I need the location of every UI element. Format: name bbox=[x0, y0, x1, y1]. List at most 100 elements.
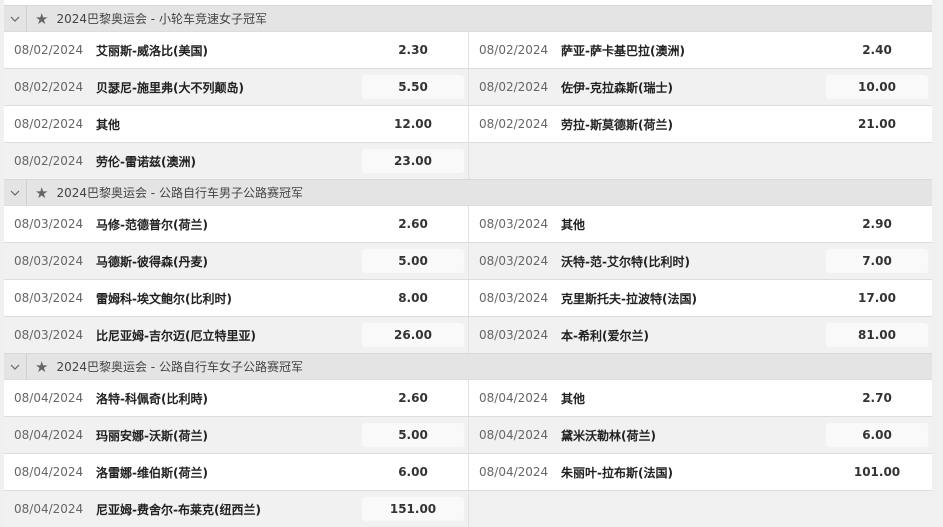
market-title: 2024巴黎奥运会 - 公路自行车女子公路赛冠军 bbox=[56, 360, 303, 374]
selection-name: 朱丽叶-拉布斯(法国) bbox=[561, 465, 673, 480]
selection-name: 马德斯-彼得森(丹麦) bbox=[96, 254, 208, 269]
selection-name: 贝瑟尼-施里弗(大不列颠岛) bbox=[96, 80, 244, 95]
odds-button[interactable]: 10.00 bbox=[826, 75, 928, 99]
table-row: 08/02/2024 艾丽斯-威洛比(美国) 2.30 08/02/2024 萨亚-萨卡… bbox=[4, 31, 932, 68]
event-date: 08/02/2024 bbox=[479, 117, 549, 131]
selection-name: 尼亚姆-费舍尔-布莱克(纽西兰) bbox=[96, 502, 261, 517]
table-row: 08/04/2024 洛雷娜-维伯斯(荷兰) 6.00 08/04/2024 朱丽叶-拉… bbox=[4, 453, 932, 490]
event-date: 08/02/2024 bbox=[14, 80, 84, 94]
selection-cell: 08/03/2024 本-希利(爱尔兰) 81.00 bbox=[468, 317, 932, 353]
odds-button[interactable]: 2.30 bbox=[398, 43, 428, 57]
table-row: 08/04/2024 尼亚姆-费舍尔-布莱克(纽西兰) 151.00 bbox=[4, 490, 932, 527]
selection-cell: 08/03/2024 克里斯托夫-拉波特(法国) 17.00 bbox=[468, 280, 932, 316]
chevron-down-icon[interactable] bbox=[4, 5, 27, 32]
odds-button[interactable]: 5.50 bbox=[362, 75, 464, 99]
selection-name: 雷姆科-埃文鲍尔(比利时) bbox=[96, 291, 232, 306]
odds-button[interactable]: 6.00 bbox=[398, 465, 428, 479]
odds-button[interactable]: 2.40 bbox=[862, 43, 892, 57]
event-date: 08/02/2024 bbox=[479, 43, 549, 57]
event-date: 08/04/2024 bbox=[479, 391, 549, 405]
market-title: 2024巴黎奥运会 - 公路自行车男子公路赛冠军 bbox=[56, 186, 303, 200]
selection-cell: 08/04/2024 尼亚姆-费舍尔-布莱克(纽西兰) 151.00 bbox=[4, 491, 468, 527]
event-date: 08/02/2024 bbox=[14, 154, 84, 168]
odds-button[interactable]: 7.00 bbox=[826, 249, 928, 273]
selection-name: 其他 bbox=[561, 391, 586, 406]
odds-button[interactable]: 2.90 bbox=[862, 217, 892, 231]
event-date: 08/04/2024 bbox=[479, 465, 549, 479]
odds-button[interactable]: 12.00 bbox=[394, 117, 432, 131]
chevron-down-icon[interactable] bbox=[4, 179, 27, 206]
odds-button[interactable]: 151.00 bbox=[362, 497, 464, 521]
selection-name: 其他 bbox=[561, 217, 586, 232]
star-icon[interactable]: ★ bbox=[35, 183, 49, 202]
event-date: 08/04/2024 bbox=[14, 391, 84, 405]
table-row: 08/04/2024 玛丽安娜-沃斯(荷兰) 5.00 08/04/2024 黛米沃勒林… bbox=[4, 416, 932, 453]
table-row: 08/02/2024 劳伦-雷诺兹(澳洲) 23.00 bbox=[4, 142, 932, 179]
market-header[interactable]: ★ 2024巴黎奥运会 - 公路自行车男子公路赛冠军 bbox=[4, 179, 932, 206]
selection-cell: 08/03/2024 沃特-范-艾尔特(比利时) 7.00 bbox=[468, 243, 932, 279]
selection-cell: 08/02/2024 佐伊-克拉森斯(瑞士) 10.00 bbox=[468, 69, 932, 105]
selection-name: 比尼亚姆-吉尔迈(厄立特里亚) bbox=[96, 328, 256, 343]
selection-cell: 08/03/2024 马修-范德普尔(荷兰) 2.60 bbox=[4, 206, 468, 242]
event-date: 08/03/2024 bbox=[479, 328, 549, 342]
event-date: 08/03/2024 bbox=[479, 217, 549, 231]
event-date: 08/04/2024 bbox=[14, 428, 84, 442]
odds-button[interactable]: 17.00 bbox=[858, 291, 896, 305]
star-icon[interactable]: ★ bbox=[35, 9, 49, 28]
star-icon[interactable]: ★ bbox=[35, 357, 49, 376]
selection-cell: 08/02/2024 劳伦-雷诺兹(澳洲) 23.00 bbox=[4, 143, 468, 179]
event-date: 08/03/2024 bbox=[14, 291, 84, 305]
empty-cell bbox=[468, 143, 932, 179]
selection-name: 艾丽斯-威洛比(美国) bbox=[96, 43, 208, 58]
selection-name: 劳拉-斯莫德斯(荷兰) bbox=[561, 117, 673, 132]
odds-button[interactable]: 8.00 bbox=[398, 291, 428, 305]
selection-name: 克里斯托夫-拉波特(法国) bbox=[561, 291, 697, 306]
top-strip bbox=[4, 0, 932, 5]
selection-name: 黛米沃勒林(荷兰) bbox=[561, 428, 656, 443]
selection-name: 其他 bbox=[96, 117, 121, 132]
odds-button[interactable]: 26.00 bbox=[362, 323, 464, 347]
odds-button[interactable]: 81.00 bbox=[826, 323, 928, 347]
odds-button[interactable]: 5.00 bbox=[362, 249, 464, 273]
odds-button[interactable]: 21.00 bbox=[858, 117, 896, 131]
odds-button[interactable]: 6.00 bbox=[826, 423, 928, 447]
selection-cell: 08/04/2024 其他 2.70 bbox=[468, 380, 932, 416]
selection-name: 洛特-科佩奇(比利時) bbox=[96, 391, 208, 406]
event-date: 08/02/2024 bbox=[479, 80, 549, 94]
event-date: 08/03/2024 bbox=[14, 328, 84, 342]
odds-button[interactable]: 5.00 bbox=[362, 423, 464, 447]
selection-cell: 08/03/2024 雷姆科-埃文鲍尔(比利时) 8.00 bbox=[4, 280, 468, 316]
table-row: 08/03/2024 雷姆科-埃文鲍尔(比利时) 8.00 08/03/2024 克里斯… bbox=[4, 279, 932, 316]
event-date: 08/04/2024 bbox=[479, 428, 549, 442]
selection-name: 佐伊-克拉森斯(瑞士) bbox=[561, 80, 673, 95]
selection-cell: 08/03/2024 比尼亚姆-吉尔迈(厄立特里亚) 26.00 bbox=[4, 317, 468, 353]
odds-button[interactable]: 2.60 bbox=[398, 391, 428, 405]
selection-name: 萨亚-萨卡基巴拉(澳洲) bbox=[561, 43, 685, 58]
event-date: 08/03/2024 bbox=[479, 291, 549, 305]
selection-cell: 08/04/2024 洛特-科佩奇(比利時) 2.60 bbox=[4, 380, 468, 416]
market-header[interactable]: ★ 2024巴黎奥运会 - 小轮车竞速女子冠军 bbox=[4, 5, 932, 32]
event-date: 08/04/2024 bbox=[14, 502, 84, 516]
selection-name: 玛丽安娜-沃斯(荷兰) bbox=[96, 428, 208, 443]
event-date: 08/03/2024 bbox=[14, 217, 84, 231]
table-row: 08/03/2024 马德斯-彼得森(丹麦) 5.00 08/03/2024 沃特-范-… bbox=[4, 242, 932, 279]
table-row: 08/03/2024 马修-范德普尔(荷兰) 2.60 08/03/2024 其他 2.9… bbox=[4, 205, 932, 242]
odds-button[interactable]: 101.00 bbox=[853, 465, 901, 479]
selection-cell: 08/02/2024 萨亚-萨卡基巴拉(澳洲) 2.40 bbox=[468, 32, 932, 68]
odds-button[interactable]: 23.00 bbox=[362, 149, 464, 173]
selection-cell: 08/03/2024 其他 2.90 bbox=[468, 206, 932, 242]
selection-cell: 08/04/2024 朱丽叶-拉布斯(法国) 101.00 bbox=[468, 454, 932, 490]
selection-cell: 08/04/2024 黛米沃勒林(荷兰) 6.00 bbox=[468, 417, 932, 453]
selection-name: 马修-范德普尔(荷兰) bbox=[96, 217, 208, 232]
selection-cell: 08/02/2024 贝瑟尼-施里弗(大不列颠岛) 5.50 bbox=[4, 69, 468, 105]
chevron-down-icon[interactable] bbox=[4, 353, 27, 380]
odds-button[interactable]: 2.60 bbox=[398, 217, 428, 231]
selection-name: 劳伦-雷诺兹(澳洲) bbox=[96, 154, 196, 169]
table-row: 08/02/2024 贝瑟尼-施里弗(大不列颠岛) 5.50 08/02/2024 佐伊… bbox=[4, 68, 932, 105]
event-date: 08/04/2024 bbox=[14, 465, 84, 479]
table-row: 08/03/2024 比尼亚姆-吉尔迈(厄立特里亚) 26.00 08/03/2024… bbox=[4, 316, 932, 353]
odds-button[interactable]: 2.70 bbox=[862, 391, 892, 405]
market-header[interactable]: ★ 2024巴黎奥运会 - 公路自行车女子公路赛冠军 bbox=[4, 353, 932, 380]
event-date: 08/02/2024 bbox=[14, 117, 84, 131]
selection-cell: 08/02/2024 艾丽斯-威洛比(美国) 2.30 bbox=[4, 32, 468, 68]
